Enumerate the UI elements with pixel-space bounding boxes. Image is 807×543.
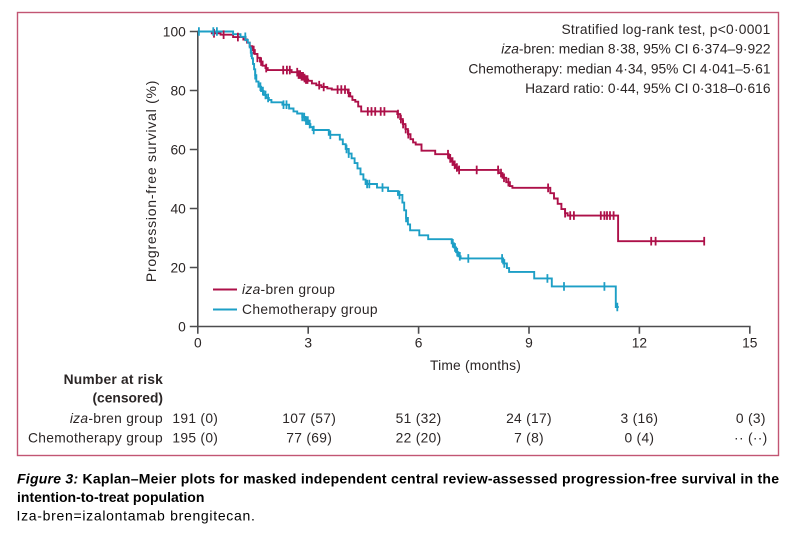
svg-text:22 (20): 22 (20) bbox=[396, 430, 442, 445]
svg-text:100: 100 bbox=[163, 24, 186, 39]
svg-text:15: 15 bbox=[742, 336, 758, 351]
svg-text:60: 60 bbox=[170, 142, 186, 157]
svg-text:Stratified log-rank test, p<0·: Stratified log-rank test, p<0·0001 bbox=[561, 22, 770, 37]
svg-text:77 (69): 77 (69) bbox=[286, 430, 332, 445]
svg-text:3: 3 bbox=[304, 336, 312, 351]
svg-text:intention-to-treat population: intention-to-treat population bbox=[17, 489, 204, 505]
svg-text:0 (4): 0 (4) bbox=[624, 430, 654, 445]
svg-text:Figure 3: Kaplan–Meier plots f: Figure 3: Kaplan–Meier plots for masked … bbox=[17, 470, 779, 486]
svg-text:Iza-bren=izalontamab brengitec: Iza-bren=izalontamab brengitecan. bbox=[17, 507, 256, 523]
svg-text:Time (months): Time (months) bbox=[430, 358, 521, 373]
svg-text:Number at risk: Number at risk bbox=[64, 372, 164, 387]
svg-text:7 (8): 7 (8) bbox=[514, 430, 544, 445]
svg-text:(censored): (censored) bbox=[92, 390, 163, 405]
svg-text:0 (3): 0 (3) bbox=[736, 411, 766, 426]
svg-text:3 (16): 3 (16) bbox=[620, 411, 658, 426]
svg-text:51 (32): 51 (32) bbox=[396, 411, 442, 426]
svg-text:107 (57): 107 (57) bbox=[282, 411, 336, 426]
svg-text:iza-bren group: iza-bren group bbox=[242, 282, 335, 297]
svg-text:6: 6 bbox=[415, 336, 423, 351]
svg-text:12: 12 bbox=[632, 336, 647, 351]
svg-text:195 (0): 195 (0) bbox=[172, 430, 218, 445]
svg-text:191 (0): 191 (0) bbox=[172, 411, 218, 426]
svg-text:Hazard ratio: 0·44, 95% CI 0·3: Hazard ratio: 0·44, 95% CI 0·318–0·616 bbox=[525, 81, 771, 96]
svg-text:Chemotherapy group: Chemotherapy group bbox=[242, 302, 378, 317]
svg-text:20: 20 bbox=[170, 260, 186, 275]
svg-text:iza-bren: median 8·38, 95% CI: iza-bren: median 8·38, 95% CI 6·374–9·92… bbox=[501, 42, 770, 57]
svg-text:iza-bren group: iza-bren group bbox=[70, 411, 163, 426]
svg-text:·· (··): ·· (··) bbox=[734, 430, 768, 445]
svg-text:0: 0 bbox=[194, 336, 202, 351]
svg-text:24 (17): 24 (17) bbox=[506, 411, 552, 426]
svg-text:80: 80 bbox=[170, 83, 186, 98]
svg-text:Progression-free survival (%): Progression-free survival (%) bbox=[143, 80, 159, 282]
svg-text:9: 9 bbox=[525, 336, 533, 351]
svg-text:0: 0 bbox=[178, 319, 186, 334]
svg-text:Chemotherapy group: Chemotherapy group bbox=[28, 430, 163, 445]
svg-text:Chemotherapy: median 4·34, 95%: Chemotherapy: median 4·34, 95% CI 4·041–… bbox=[468, 61, 770, 76]
svg-text:40: 40 bbox=[170, 201, 186, 216]
